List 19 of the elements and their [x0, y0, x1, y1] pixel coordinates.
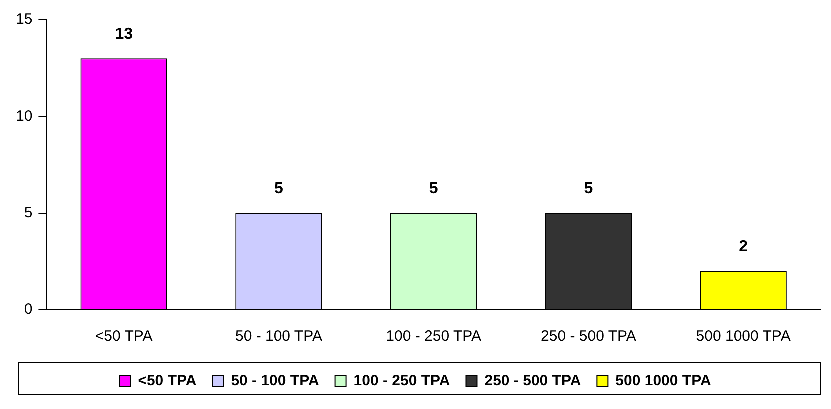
- x-tick-label: 100 - 250 TPA: [386, 328, 482, 346]
- legend-label: 250 - 500 TPA: [484, 372, 582, 390]
- legend-label: 500 1000 TPA: [616, 372, 712, 390]
- data-label: 5: [584, 180, 594, 198]
- legend-label: <50 TPA: [138, 372, 197, 390]
- data-label: 5: [429, 180, 438, 198]
- legend-label: 100 - 250 TPA: [354, 372, 450, 390]
- x-tick-label: 250 - 500 TPA: [541, 328, 636, 346]
- data-label: 13: [115, 26, 134, 44]
- y-tick-label: 5: [24, 204, 33, 222]
- x-tick-label: 500 1000 TPA: [696, 328, 791, 346]
- data-label: 2: [739, 238, 748, 256]
- legend-label: 50 - 100 TPA: [231, 372, 320, 390]
- y-tick-label: 10: [16, 108, 33, 125]
- y-tick-label: 0: [24, 301, 33, 318]
- x-tick-label: 50 - 100 TPA: [235, 328, 322, 346]
- y-tick-label: 15: [16, 11, 33, 28]
- x-tick-label: <50 TPA: [95, 328, 153, 346]
- data-label: 5: [274, 180, 284, 198]
